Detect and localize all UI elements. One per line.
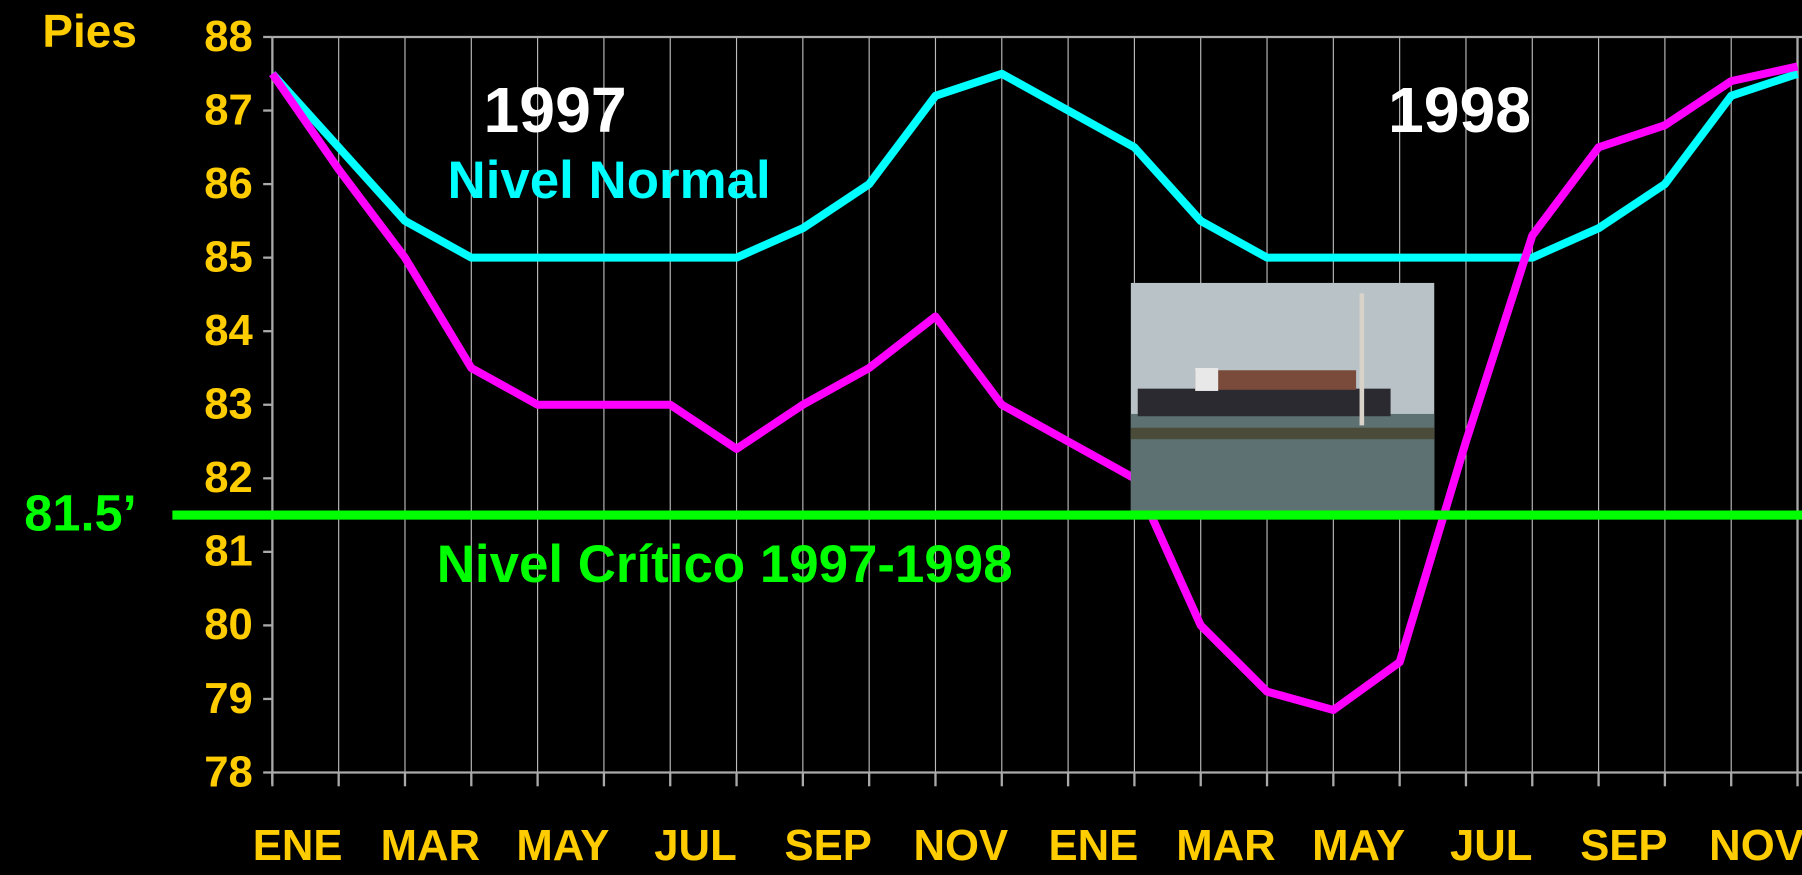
x-tick-label: ENE xyxy=(253,821,343,870)
y-tick-label: 84 xyxy=(204,306,253,355)
x-tick-label: MAR xyxy=(1176,821,1275,870)
series-line xyxy=(269,69,1799,262)
y-tick-label: 80 xyxy=(204,600,253,649)
critical-label: Nivel Crítico 1997-1998 xyxy=(437,535,1013,594)
critical-value-label: 81.5’ xyxy=(24,485,136,542)
photo-ship xyxy=(1137,388,1391,417)
x-tick-label: JUL xyxy=(1450,821,1532,870)
x-tick-label: MAR xyxy=(381,821,480,870)
series-label: Nivel Normal xyxy=(448,151,771,210)
y-tick-label: 81 xyxy=(204,527,253,576)
photo-bridge xyxy=(1195,367,1219,391)
y-tick-label: 88 xyxy=(204,12,253,61)
x-tick-label: MAY xyxy=(516,821,609,870)
y-tick-label: 86 xyxy=(204,159,253,208)
photo xyxy=(1130,282,1435,511)
x-tick-label: MAY xyxy=(1312,821,1405,870)
annotation: 1997 xyxy=(484,74,627,146)
x-tick-label: NOV xyxy=(1709,821,1802,870)
y-tick-label: 82 xyxy=(204,453,253,502)
photo-stumps xyxy=(1130,427,1435,440)
x-tick-label: JUL xyxy=(654,821,736,870)
y-axis-label: Pies xyxy=(42,5,137,57)
series-line xyxy=(269,62,1799,715)
y-tick-label: 79 xyxy=(204,674,253,723)
y-tick-label: 78 xyxy=(204,747,253,796)
lines xyxy=(269,62,1799,715)
y-tick-label: 87 xyxy=(204,85,253,134)
y-tick-label: 83 xyxy=(204,380,253,429)
annotation: 1998 xyxy=(1388,74,1531,146)
x-tick-label: NOV xyxy=(913,821,1008,870)
x-tick-label: ENE xyxy=(1048,821,1138,870)
y-tick-label: 85 xyxy=(204,232,253,281)
x-tick-label: SEP xyxy=(784,821,871,870)
x-tick-label: SEP xyxy=(1580,821,1667,870)
photo-containers xyxy=(1195,370,1357,390)
